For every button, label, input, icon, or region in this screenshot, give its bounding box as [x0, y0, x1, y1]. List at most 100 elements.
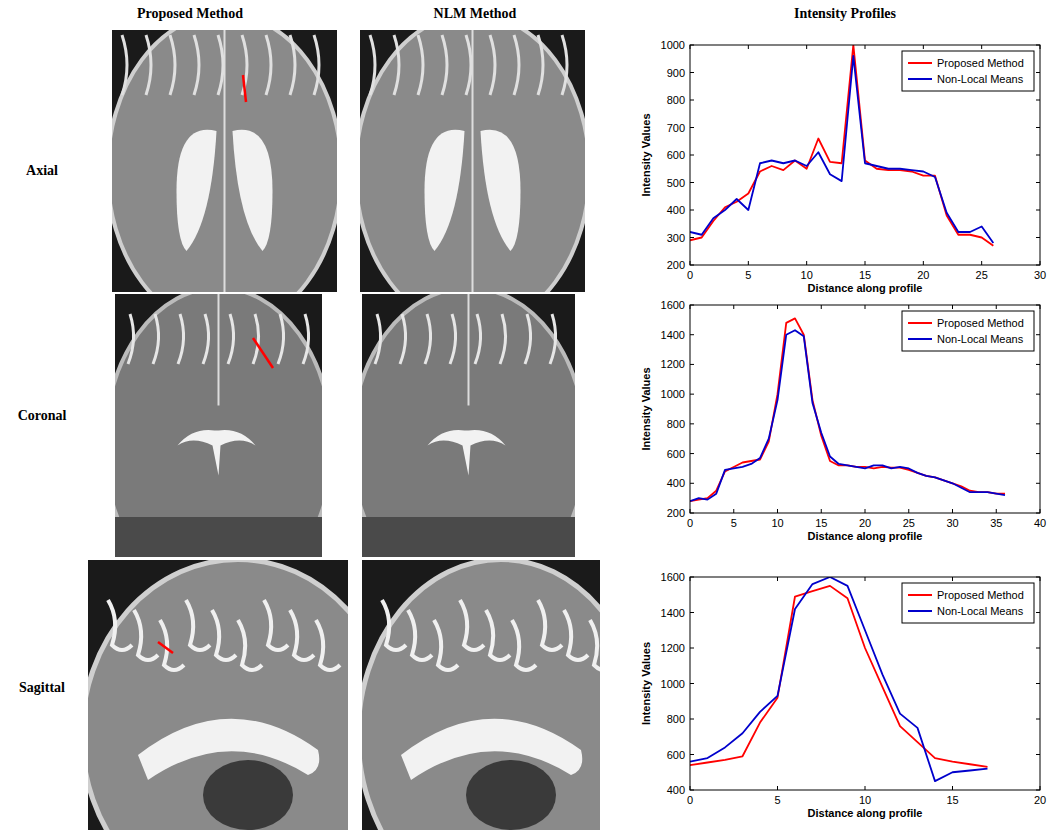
- y-tick-label: 1400: [661, 329, 685, 341]
- sulcus: [153, 314, 159, 364]
- sulcus: [512, 620, 536, 670]
- brain: [115, 294, 322, 557]
- x-tick: [923, 261, 924, 265]
- y-tick-label: 600: [667, 149, 685, 161]
- y-tick-label: 1000: [661, 678, 685, 690]
- figure: Proposed Method NLM Method Intensity Profi…: [0, 0, 1050, 831]
- row-label: Sagittal: [19, 680, 65, 695]
- x-tick-label: 5: [774, 794, 780, 806]
- legend-label: Non-Local Means: [937, 333, 1024, 345]
- chart: 051015204006008001000120014001600Distanc…: [640, 571, 1046, 819]
- y-tick: [1036, 754, 1040, 755]
- ventricle: [428, 430, 506, 475]
- legend-box: [902, 51, 1034, 91]
- x-tick: [923, 45, 924, 49]
- legend-swatch: [908, 610, 932, 612]
- y-tick: [690, 719, 694, 720]
- y-tick-label: 900: [667, 67, 685, 79]
- sulcus: [228, 314, 234, 364]
- y-tick: [1036, 453, 1040, 454]
- x-tick-label: 35: [990, 517, 1002, 529]
- sulcus: [290, 35, 295, 95]
- y-tick-label: 200: [667, 259, 685, 271]
- legend-box: [902, 583, 1034, 623]
- sulcus: [514, 35, 519, 95]
- x-tick: [865, 786, 866, 790]
- column-header: Proposed Method: [137, 6, 243, 21]
- mri-image: [362, 560, 600, 830]
- x-tick: [952, 577, 953, 581]
- y-tick: [690, 683, 694, 684]
- sulcus: [475, 314, 481, 364]
- brain: [112, 30, 337, 292]
- x-tick: [806, 45, 807, 49]
- ventricle: [481, 130, 521, 251]
- sulcus: [382, 600, 406, 650]
- row-label: Axial: [26, 163, 58, 178]
- x-tick: [865, 509, 866, 513]
- y-tick: [1036, 155, 1040, 156]
- y-tick-label: 800: [667, 94, 685, 106]
- y-tick: [690, 100, 694, 101]
- x-tick: [733, 305, 734, 309]
- y-axis-label: Intensity Values: [640, 642, 652, 725]
- x-tick: [748, 261, 749, 265]
- y-tick-label: 1000: [661, 388, 685, 400]
- x-tick: [952, 509, 953, 513]
- y-tick-label: 800: [667, 713, 685, 725]
- x-tick-label: 20: [1034, 794, 1046, 806]
- sulcus: [490, 35, 495, 95]
- sulcus: [278, 314, 284, 364]
- sulcus: [134, 610, 158, 660]
- y-tick: [690, 210, 694, 211]
- sulcus: [434, 620, 458, 670]
- x-tick: [865, 45, 866, 49]
- ventricle: [233, 130, 273, 251]
- x-tick: [733, 509, 734, 513]
- sulcus: [290, 610, 314, 660]
- plot-frame: [690, 45, 1040, 265]
- sulcus: [186, 600, 210, 650]
- x-tick-label: 15: [859, 269, 871, 281]
- y-tick-label: 400: [667, 477, 685, 489]
- ventricle: [177, 130, 217, 251]
- x-tick: [865, 305, 866, 309]
- fissure: [224, 30, 226, 292]
- y-tick: [690, 423, 694, 424]
- y-tick-label: 500: [667, 177, 685, 189]
- sulcus: [108, 600, 132, 650]
- y-tick-label: 1000: [661, 39, 685, 51]
- sulcus: [418, 35, 423, 95]
- x-tick: [777, 786, 778, 790]
- mri-image: [88, 560, 348, 830]
- profile-marker: [158, 642, 173, 653]
- x-tick-label: 30: [946, 517, 958, 529]
- x-tick: [865, 261, 866, 265]
- sulcus: [562, 35, 567, 95]
- y-tick: [1036, 210, 1040, 211]
- mri-image: [360, 30, 585, 292]
- plot-area: [690, 45, 1040, 265]
- column-header: NLM Method: [434, 6, 517, 21]
- y-tick: [690, 127, 694, 128]
- x-tick: [865, 577, 866, 581]
- sulcus: [564, 610, 588, 660]
- base: [362, 517, 575, 557]
- x-tick-label: 5: [745, 269, 751, 281]
- sulcus: [466, 35, 471, 95]
- sulcus: [303, 314, 309, 364]
- x-tick-label: 10: [771, 517, 783, 529]
- fissure: [472, 30, 474, 292]
- profile-marker: [253, 338, 273, 368]
- sulcus: [212, 610, 236, 660]
- legend-label: Non-Local Means: [937, 73, 1024, 85]
- x-axis-label: Distance along profile: [808, 282, 923, 294]
- y-tick: [690, 334, 694, 335]
- y-tick: [690, 155, 694, 156]
- y-tick: [690, 754, 694, 755]
- column-header: Intensity Profiles: [794, 6, 897, 21]
- x-tick: [748, 45, 749, 49]
- plot-area: [690, 305, 1040, 513]
- sulcus: [316, 620, 340, 670]
- y-tick: [1036, 612, 1040, 613]
